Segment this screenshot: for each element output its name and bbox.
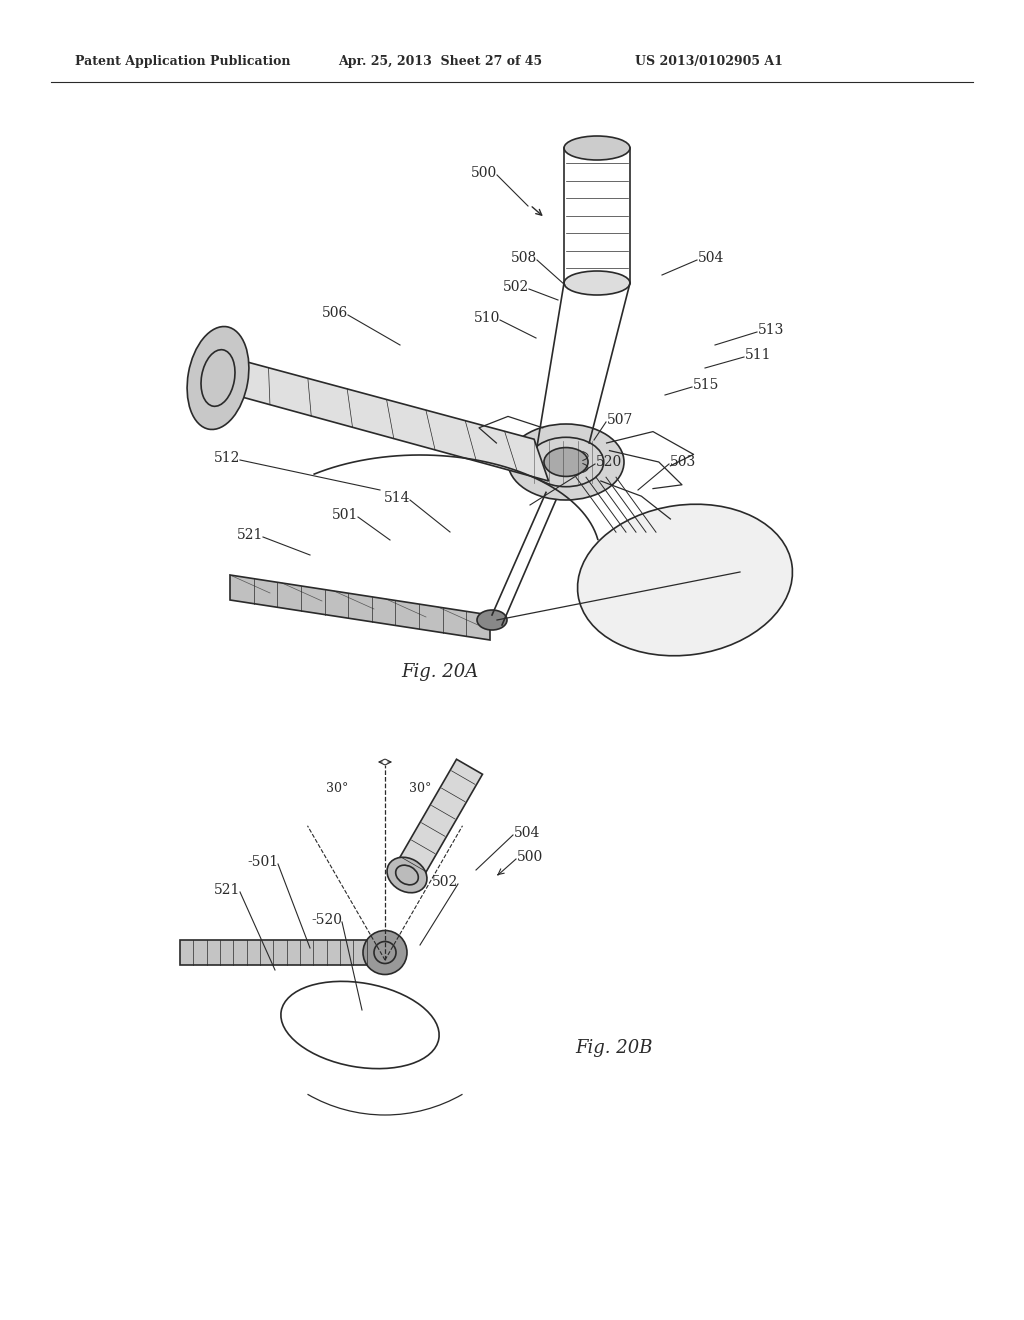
Text: 510: 510 xyxy=(474,312,500,325)
Text: 521: 521 xyxy=(237,528,263,543)
Ellipse shape xyxy=(362,931,407,974)
Text: 500: 500 xyxy=(517,850,544,865)
Polygon shape xyxy=(239,360,549,480)
Text: 501: 501 xyxy=(332,508,358,521)
Polygon shape xyxy=(180,940,380,965)
Text: Fig. 20A: Fig. 20A xyxy=(401,663,479,681)
Text: Fig. 20B: Fig. 20B xyxy=(575,1039,653,1057)
Text: 504: 504 xyxy=(698,251,724,265)
Text: 30°: 30° xyxy=(409,781,431,795)
Text: 500: 500 xyxy=(471,166,497,180)
Ellipse shape xyxy=(187,326,249,429)
Text: 520: 520 xyxy=(596,455,623,469)
Text: 515: 515 xyxy=(693,378,720,392)
Ellipse shape xyxy=(564,271,630,294)
Text: US 2013/0102905 A1: US 2013/0102905 A1 xyxy=(635,55,782,69)
Polygon shape xyxy=(394,759,482,883)
Ellipse shape xyxy=(477,610,507,630)
Text: 502: 502 xyxy=(432,875,458,888)
Text: 507: 507 xyxy=(607,413,634,426)
Text: 506: 506 xyxy=(322,306,348,319)
Ellipse shape xyxy=(578,504,793,656)
Text: 502: 502 xyxy=(503,280,529,294)
Ellipse shape xyxy=(564,136,630,160)
Polygon shape xyxy=(230,576,490,640)
Text: 504: 504 xyxy=(514,826,541,840)
Text: 513: 513 xyxy=(758,323,784,337)
Text: Patent Application Publication: Patent Application Publication xyxy=(75,55,291,69)
Text: 511: 511 xyxy=(745,348,771,362)
Text: 503: 503 xyxy=(670,455,696,469)
Text: 30°: 30° xyxy=(326,781,348,795)
Text: 521: 521 xyxy=(214,883,240,898)
Ellipse shape xyxy=(508,424,624,500)
Text: -520: -520 xyxy=(311,913,342,927)
Ellipse shape xyxy=(387,857,427,892)
Text: -501: -501 xyxy=(247,855,278,869)
Text: Apr. 25, 2013  Sheet 27 of 45: Apr. 25, 2013 Sheet 27 of 45 xyxy=(338,55,543,69)
Text: 514: 514 xyxy=(384,491,410,506)
Text: 508: 508 xyxy=(511,251,537,265)
Text: 512: 512 xyxy=(214,451,240,465)
Ellipse shape xyxy=(544,447,588,477)
